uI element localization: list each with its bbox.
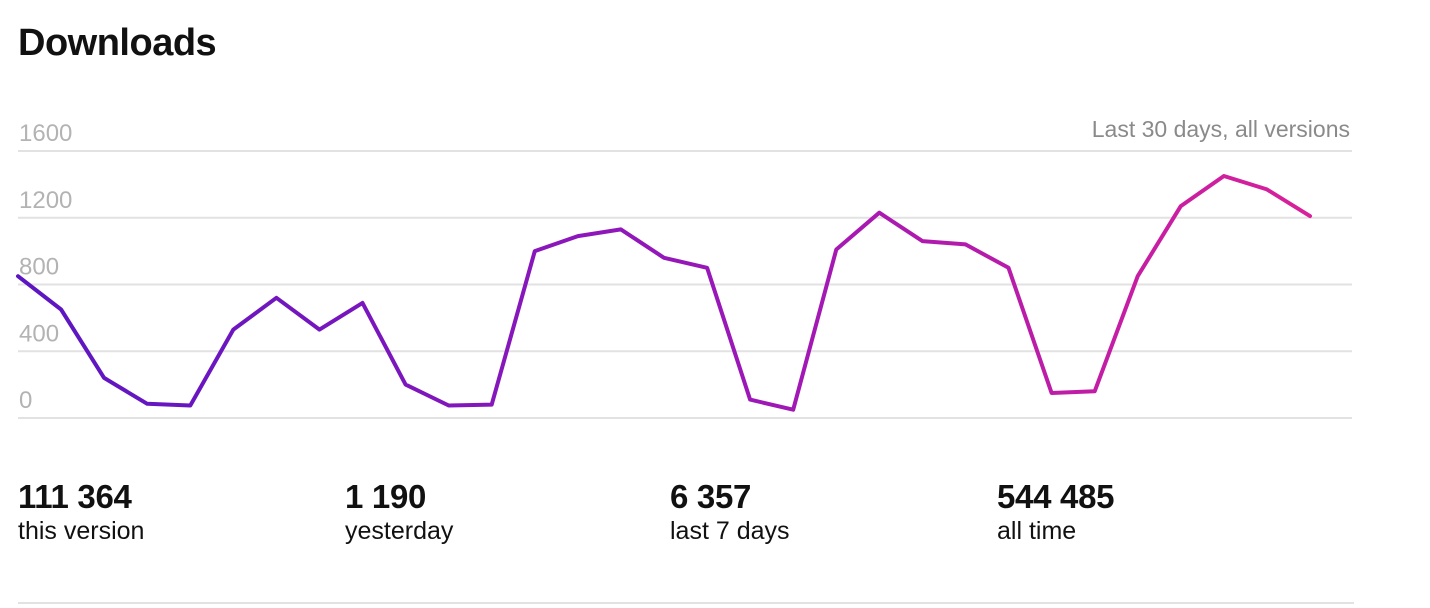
series-line <box>16 174 1312 412</box>
stats-row: 111 364 this version 1 190 yesterday 6 3… <box>18 478 1348 558</box>
chart-grid <box>18 150 1352 419</box>
y-axis: 0 400 800 1200 1600 <box>19 120 72 414</box>
divider <box>18 602 1354 604</box>
y-tick-label: 400 <box>19 320 59 347</box>
stat-value: 1 190 <box>345 478 427 515</box>
stat-this-version: 111 364 this version <box>18 478 144 546</box>
stat-all-time: 544 485 all time <box>997 478 1114 546</box>
stat-value: 111 364 <box>18 478 132 515</box>
downloads-chart: 0 400 800 1200 1600 Last 30 days, all versio… <box>16 116 1352 419</box>
stat-value: 544 485 <box>997 478 1115 515</box>
page-title: Downloads <box>18 22 217 64</box>
y-tick-label: 1600 <box>19 120 72 147</box>
y-tick-label: 0 <box>19 387 32 414</box>
stat-value: 6 357 <box>670 478 752 515</box>
stat-label: last 7 days <box>670 517 790 545</box>
stat-last-7-days: 6 357 last 7 days <box>670 478 790 546</box>
stat-yesterday: 1 190 yesterday <box>345 478 453 546</box>
y-tick-label: 800 <box>19 254 59 281</box>
stat-label: this version <box>18 517 145 545</box>
chart-caption: Last 30 days, all versions <box>1092 116 1350 142</box>
stat-label: all time <box>997 517 1077 545</box>
stat-label: yesterday <box>345 517 454 545</box>
y-tick-label: 1200 <box>19 187 72 214</box>
